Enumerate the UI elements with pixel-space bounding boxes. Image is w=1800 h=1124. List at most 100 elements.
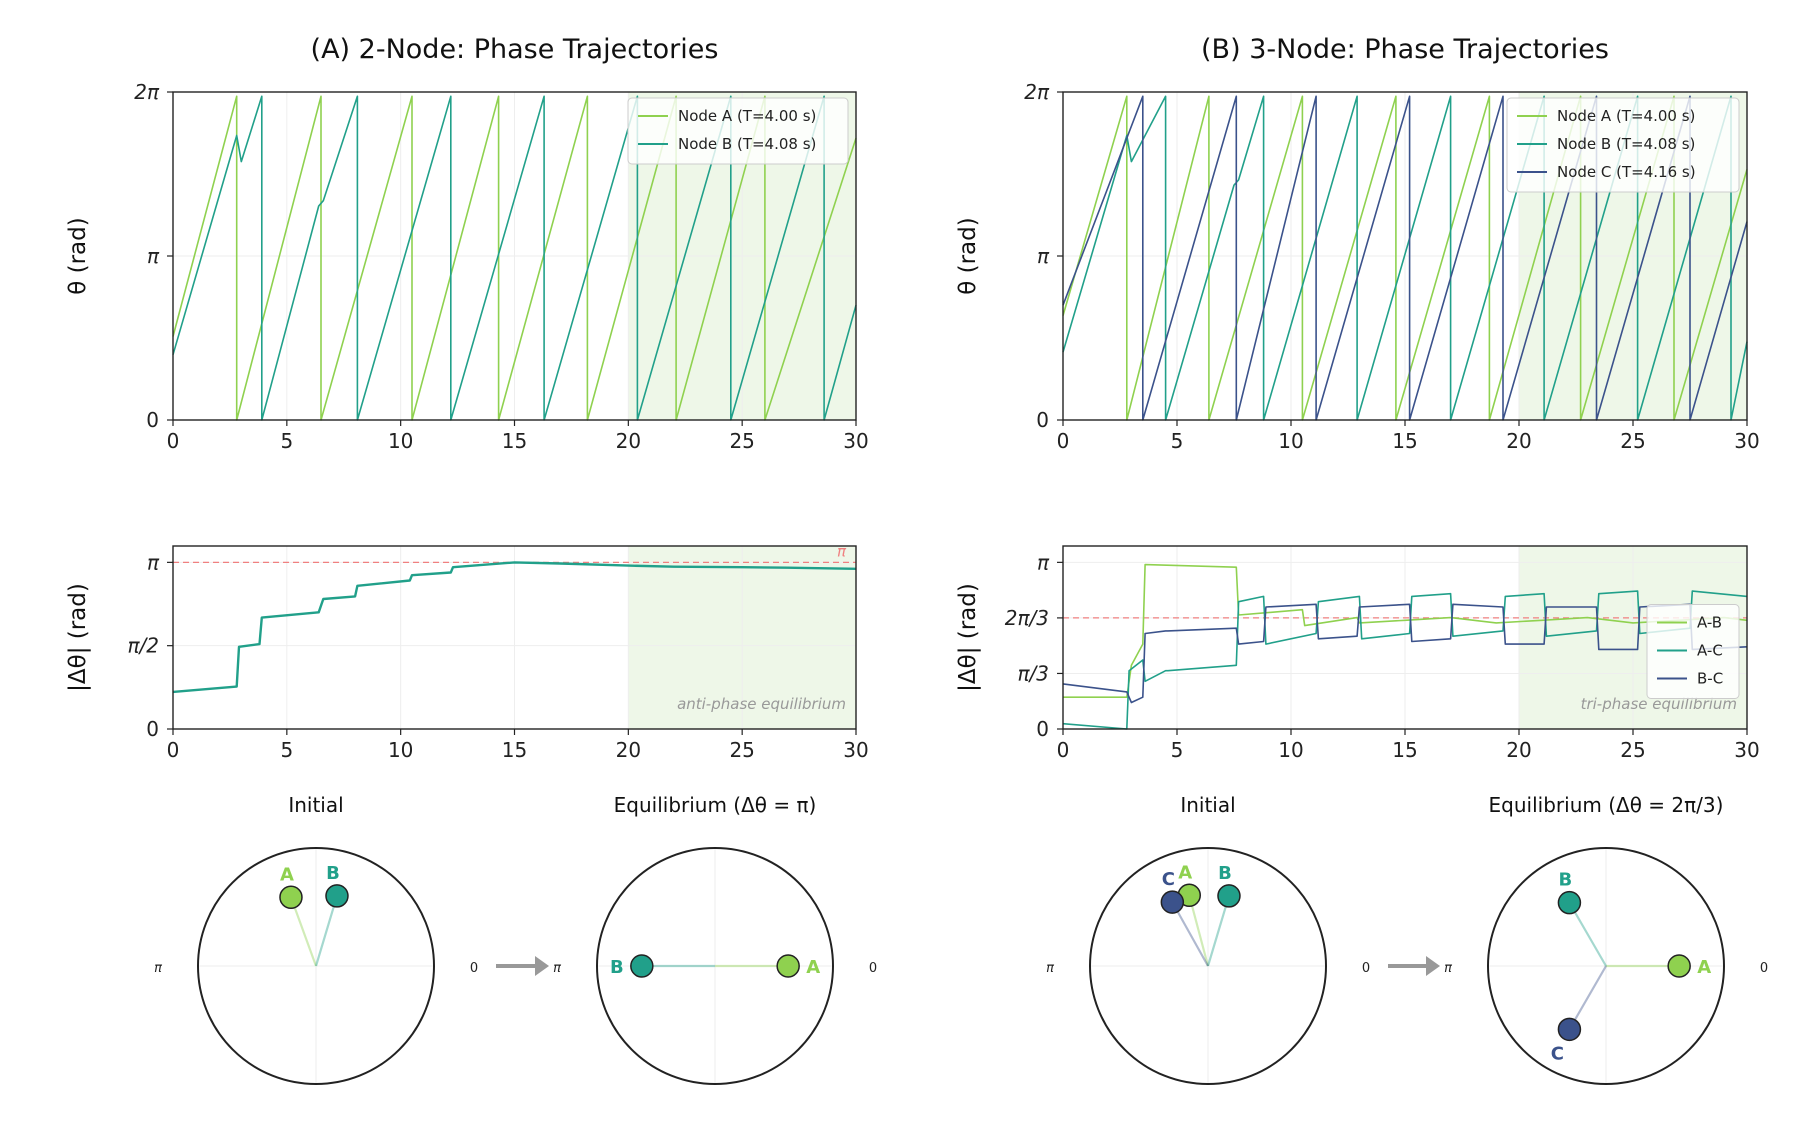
node-label-b: B (1559, 870, 1573, 891)
legend-label: Node A (T=4.00 s) (678, 107, 816, 125)
node-marker-a (776, 954, 800, 978)
node-label-b: B (326, 863, 340, 884)
angle-label-pi: π (1046, 961, 1054, 976)
node-label-b: B (610, 957, 624, 978)
angle-label-pi: π (1444, 961, 1452, 976)
node-marker-c (1557, 1017, 1582, 1042)
x-tick-label: 25 (729, 738, 754, 762)
equilibrium-label: anti-phase equilibrium (677, 695, 846, 713)
y-tick-label: 2π/3 (1005, 606, 1049, 630)
series-line-node-a (172, 95, 857, 421)
x-tick-label: 0 (1057, 738, 1070, 762)
arrow-head (1426, 956, 1440, 976)
x-tick-label: 20 (1506, 429, 1531, 453)
unit-circle (596, 847, 834, 1085)
x-tick-label: 30 (1734, 429, 1759, 453)
phase-plot-title: Equilibrium (Δθ = π) (614, 793, 817, 817)
x-tick-label: 30 (843, 738, 868, 762)
node-label-b: B (1218, 863, 1232, 884)
series-line-b-c (1062, 603, 1748, 704)
phase-vector-b (1206, 895, 1231, 967)
x-tick-label: 5 (280, 429, 293, 453)
angle-label-zero: 0 (1362, 961, 1370, 976)
x-tick-label: 20 (1506, 738, 1531, 762)
y-axis-label: θ (rad) (65, 217, 91, 294)
y-tick-label: π/3 (1017, 661, 1049, 685)
phase-vector-a (1188, 895, 1210, 967)
y-tick-label: 0 (146, 408, 159, 432)
phase-plot-title: Initial (288, 793, 343, 817)
node-marker-a (1667, 954, 1691, 978)
node-label-a: A (806, 957, 820, 978)
x-tick-label: 5 (1171, 429, 1184, 453)
phase-plot-title: Equilibrium (Δθ = 2π/3) (1489, 793, 1724, 817)
x-tick-label: 10 (1278, 738, 1303, 762)
x-tick-label: 25 (1620, 738, 1645, 762)
x-tick-label: 10 (1278, 429, 1303, 453)
angle-label-pi: π (553, 961, 561, 976)
y-tick-label: 0 (1036, 408, 1049, 432)
x-tick-label: 25 (1620, 429, 1645, 453)
legend-box (627, 97, 849, 165)
legend-box (1646, 604, 1740, 699)
legend-box (1506, 97, 1740, 193)
node-marker-b (1217, 884, 1241, 908)
equilibrium-label: tri-phase equilibrium (1581, 695, 1737, 713)
x-tick-label: 5 (280, 738, 293, 762)
panel-B-phase-initial: Initial π 0 A B C (1046, 793, 1370, 1085)
x-tick-label: 5 (1171, 738, 1184, 762)
series-line-a-c (1062, 590, 1748, 730)
node-marker-a (279, 885, 303, 910)
phase-plot-title: Initial (1180, 793, 1235, 817)
y-axis-label: |Δθ| (rad) (65, 583, 91, 692)
series-line-node-a (1062, 95, 1748, 421)
node-marker-b (325, 884, 349, 908)
node-label-a: A (1178, 862, 1192, 883)
chart-title: (A) 2-Node: Phase Trajectories (311, 34, 719, 65)
series-line-delta-theta (172, 561, 857, 694)
legend-label: Node B (T=4.08 s) (678, 135, 816, 153)
panel-B-top: 0 5 10 15 20 25 30 0 π 2π (B) 3-Node: Phase Trajec… (955, 34, 1760, 453)
series-line-node-b (172, 95, 857, 421)
y-tick-label: 2π (1024, 80, 1050, 104)
panel-A-top: 0 5 10 15 20 25 30 0 π 2π (A) 2-Node: Phase Trajec… (65, 34, 869, 453)
x-tick-label: 15 (1392, 429, 1417, 453)
unit-circle (1487, 847, 1725, 1085)
panel-A-bottom: π 0 5 10 15 20 25 30 0 π/2 π |Δθ| (rad) anti-phase e… (65, 542, 869, 762)
chart-title: (B) 3-Node: Phase Trajectories (1201, 34, 1609, 65)
x-tick-label: 20 (616, 429, 641, 453)
unit-circle (1089, 847, 1327, 1085)
y-tick-label: π (147, 550, 160, 574)
y-tick-label: 0 (1036, 717, 1049, 741)
node-marker-b (1557, 890, 1582, 915)
x-tick-label: 0 (167, 429, 180, 453)
phase-vector-c (1171, 901, 1209, 967)
y-tick-label: π (1037, 244, 1050, 268)
y-tick-label: π (1037, 550, 1050, 574)
y-tick-label: π (147, 244, 160, 268)
legend-label: Node B (T=4.08 s) (1557, 135, 1695, 153)
transition-arrow (1388, 956, 1440, 976)
phase-vector-c (1568, 965, 1607, 1030)
x-tick-label: 15 (502, 738, 527, 762)
angle-label-zero: 0 (1760, 961, 1768, 976)
phase-vector-a (289, 896, 318, 967)
y-axis-label: |Δθ| (rad) (955, 583, 981, 692)
y-tick-label: 2π (134, 80, 160, 104)
node-label-a: A (1697, 957, 1711, 978)
series-line-node-c (1062, 95, 1748, 421)
node-label-c: C (1162, 869, 1175, 890)
arrow-head (535, 956, 549, 976)
y-tick-label: 0 (146, 717, 159, 741)
node-marker-c (1160, 890, 1185, 914)
x-tick-label: 20 (616, 738, 641, 762)
panel-A-phase-equilibrium: Equilibrium (Δθ = π) π 0 A B (553, 793, 877, 1085)
transition-arrow (496, 956, 549, 976)
x-tick-label: 0 (1057, 429, 1070, 453)
angle-label-zero: 0 (869, 961, 877, 976)
panel-A-phase-initial: Initial π 0 A B (154, 793, 478, 1085)
legend-label: B-C (1697, 670, 1723, 688)
x-tick-label: 15 (1392, 738, 1417, 762)
x-tick-label: 25 (729, 429, 754, 453)
